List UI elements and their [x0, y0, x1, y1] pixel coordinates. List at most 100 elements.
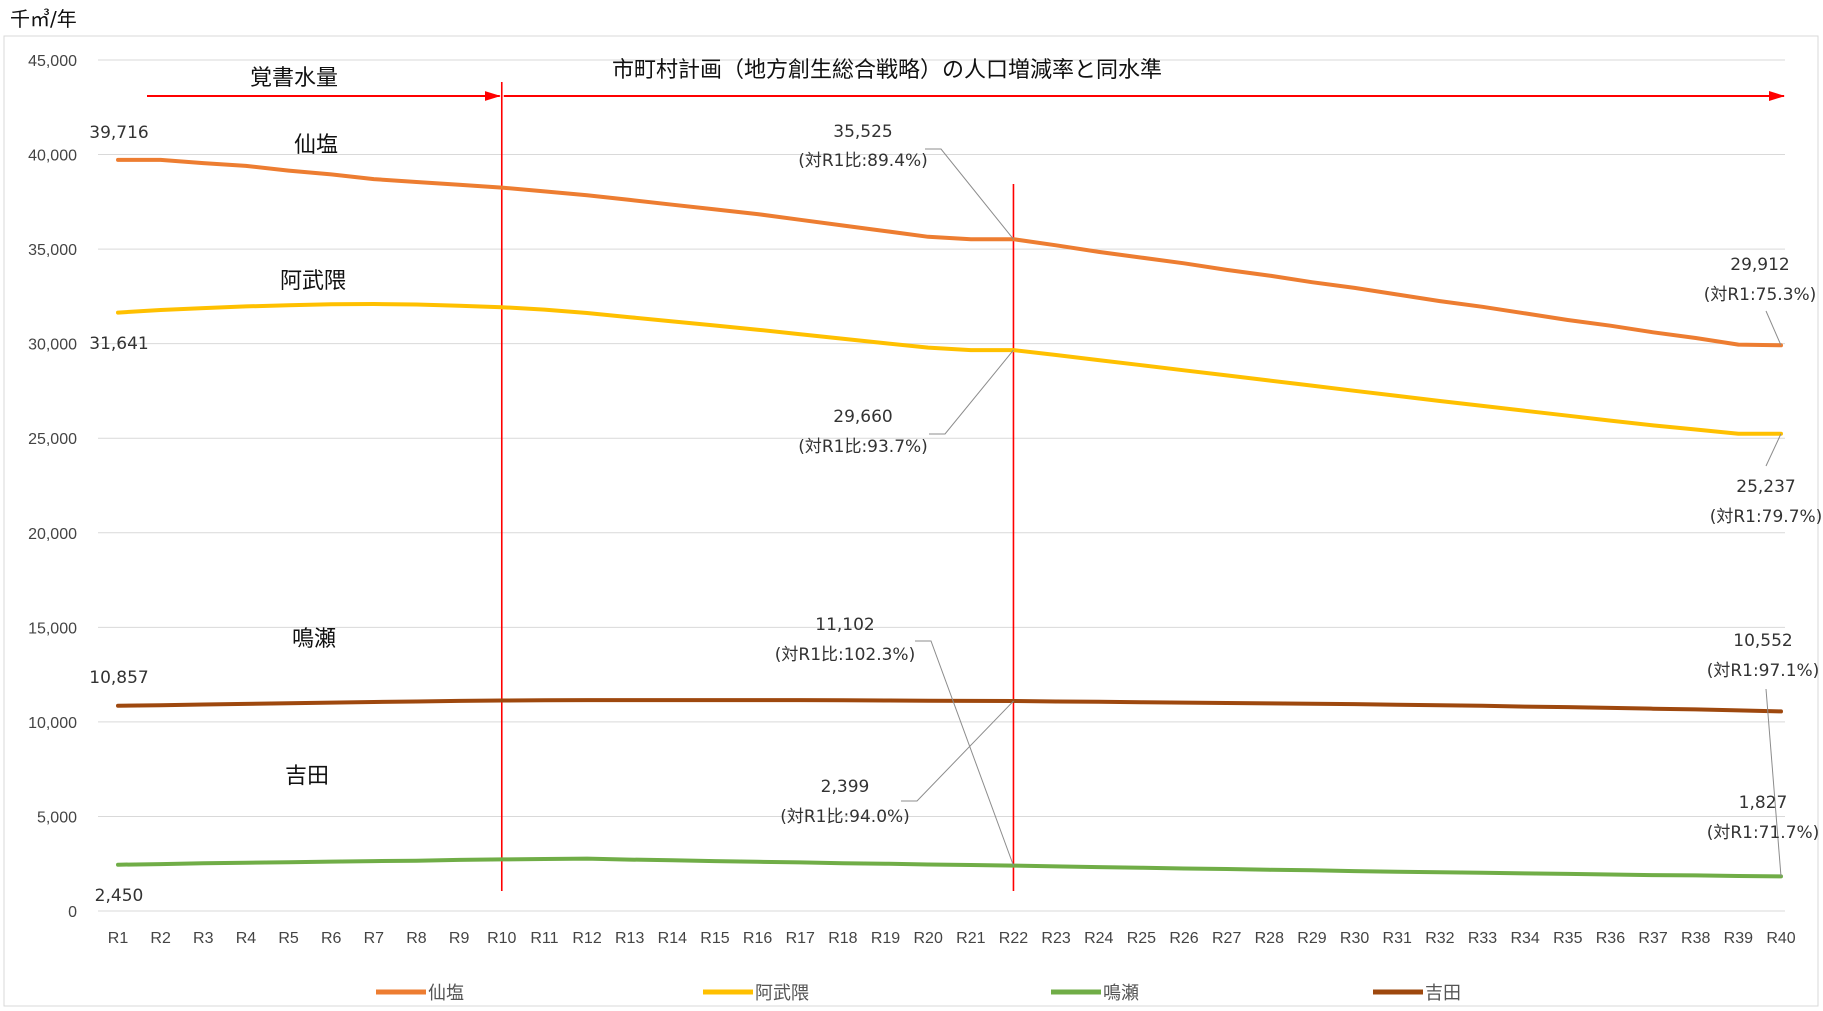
- y-tick-label: 5,000: [37, 809, 77, 826]
- x-tick-label: R33: [1468, 930, 1497, 947]
- x-tick-label: R23: [1041, 930, 1070, 947]
- x-tick-label: R31: [1383, 930, 1412, 947]
- x-tick-label: R20: [913, 930, 942, 947]
- x-tick-label: R28: [1255, 930, 1284, 947]
- start-value-label: 39,716: [89, 123, 148, 143]
- leader-line-end: [1765, 433, 1782, 467]
- leader-line-r22: [901, 700, 1014, 802]
- start-value-label: 31,641: [89, 334, 148, 354]
- end-value-label: 10,552: [1733, 631, 1792, 651]
- arrow-label-municipal-plan: 市町村計画（地方創生総合戦略）の人口増減率と同水準: [612, 58, 1162, 83]
- start-value-label: 10,857: [89, 668, 148, 688]
- y-axis-unit-label: 千㎥/年: [10, 7, 77, 31]
- x-tick-label: R13: [615, 930, 644, 947]
- legend-label: 阿武隈: [755, 983, 809, 1004]
- x-tick-label: R14: [658, 930, 687, 947]
- x-tick-label: R34: [1510, 930, 1539, 947]
- arrow-label-memorandum: 覚書水量: [250, 66, 338, 91]
- y-tick-label: 10,000: [28, 715, 77, 732]
- series-line-2: [116, 856, 1783, 879]
- x-tick-label: R36: [1596, 930, 1625, 947]
- x-tick-label: R21: [956, 930, 985, 947]
- series-line-0: [116, 157, 1783, 348]
- leader-line-end: [1765, 688, 1782, 877]
- x-tick-label: R40: [1766, 930, 1795, 947]
- x-tick-label: R4: [236, 930, 257, 947]
- series-line-1: [116, 302, 1783, 436]
- x-tick-label: R37: [1638, 930, 1667, 947]
- leader-line-end: [1765, 310, 1782, 346]
- x-tick-label: R2: [150, 930, 171, 947]
- x-tick-label: R22: [999, 930, 1028, 947]
- y-tick-label: 30,000: [28, 337, 77, 354]
- legend-label: 吉田: [1425, 983, 1461, 1004]
- r22-ratio-label: (対R1比:102.3%): [775, 645, 915, 665]
- x-tick-label: R8: [406, 930, 427, 947]
- x-tick-label: R6: [321, 930, 342, 947]
- r22-ratio-label: (対R1比:89.4%): [798, 151, 928, 171]
- x-tick-label: R26: [1169, 930, 1198, 947]
- x-tick-label: R39: [1724, 930, 1753, 947]
- r22-ratio-label: (対R1比:94.0%): [780, 807, 910, 827]
- x-tick-label: R38: [1681, 930, 1710, 947]
- reference-lines: [500, 82, 1015, 891]
- x-tick-label: R19: [871, 930, 900, 947]
- x-tick-label: R32: [1425, 930, 1454, 947]
- r22-value-label: 35,525: [833, 122, 892, 142]
- x-tick-label: R1: [108, 930, 129, 947]
- series-lines: [116, 157, 1783, 879]
- y-tick-label: 0: [68, 904, 77, 921]
- x-tick-label: R18: [828, 930, 857, 947]
- series-name-label: 吉田: [285, 764, 329, 789]
- leader-line-r22: [929, 349, 1014, 435]
- leader-line-r22: [915, 640, 1014, 866]
- leader-line-r22: [925, 148, 1014, 240]
- series-name-label: 阿武隈: [280, 269, 346, 294]
- end-ratio-label: (対R1:79.7%): [1710, 507, 1823, 527]
- x-tick-label: R7: [364, 930, 385, 947]
- r22-value-label: 29,660: [833, 407, 892, 427]
- y-tick-label: 40,000: [28, 148, 77, 165]
- x-tick-label: R9: [449, 930, 470, 947]
- y-axis-ticks: 0 5,000 10,000 15,000 20,000 25,000 30,000 35,0…: [28, 53, 77, 921]
- r22-value-label: 2,399: [821, 777, 870, 797]
- y-tick-label: 45,000: [28, 53, 77, 70]
- end-ratio-label: (対R1:97.1%): [1707, 661, 1820, 681]
- series-name-label: 仙塩: [294, 133, 338, 158]
- x-axis-ticks: R1 R2 R3 R4 R5 R6 R7 R8 R9 R10 R11 R12 R13 R14 R15 R16 R…: [108, 930, 1796, 947]
- x-tick-label: R25: [1127, 930, 1156, 947]
- start-value-label: 2,450: [95, 886, 144, 906]
- x-tick-label: R29: [1297, 930, 1326, 947]
- x-tick-label: R16: [743, 930, 772, 947]
- x-tick-label: R11: [530, 930, 558, 947]
- x-tick-label: R5: [278, 930, 299, 947]
- legend: 仙塩 阿武隈 鳴瀬 吉田: [376, 983, 1461, 1004]
- end-ratio-label: (対R1:71.7%): [1707, 823, 1820, 843]
- x-tick-label: R27: [1212, 930, 1241, 947]
- x-tick-label: R12: [572, 930, 601, 947]
- r22-ratio-label: (対R1比:93.7%): [798, 437, 928, 457]
- end-value-label: 25,237: [1736, 477, 1795, 497]
- x-tick-label: R15: [700, 930, 729, 947]
- series-name-label: 鳴瀬: [292, 627, 336, 652]
- grid-lines: [98, 59, 1785, 912]
- legend-label: 仙塩: [428, 983, 464, 1004]
- x-tick-label: R24: [1084, 930, 1113, 947]
- legend-label: 鳴瀬: [1103, 983, 1139, 1004]
- x-tick-label: R10: [487, 930, 516, 947]
- end-ratio-label: (対R1:75.3%): [1704, 285, 1817, 305]
- x-tick-label: R35: [1553, 930, 1582, 947]
- end-value-label: 1,827: [1739, 793, 1788, 813]
- y-tick-label: 25,000: [28, 431, 77, 448]
- y-tick-label: 15,000: [28, 620, 77, 637]
- x-tick-label: R3: [193, 930, 214, 947]
- x-tick-label: R30: [1340, 930, 1369, 947]
- end-value-label: 29,912: [1730, 255, 1789, 275]
- y-tick-label: 20,000: [28, 526, 77, 543]
- label-leader-lines: [901, 148, 1782, 877]
- r22-value-label: 11,102: [815, 615, 874, 635]
- chart-frame: [3, 35, 1819, 1007]
- series-line-3: [116, 698, 1783, 714]
- x-tick-label: R17: [786, 930, 815, 947]
